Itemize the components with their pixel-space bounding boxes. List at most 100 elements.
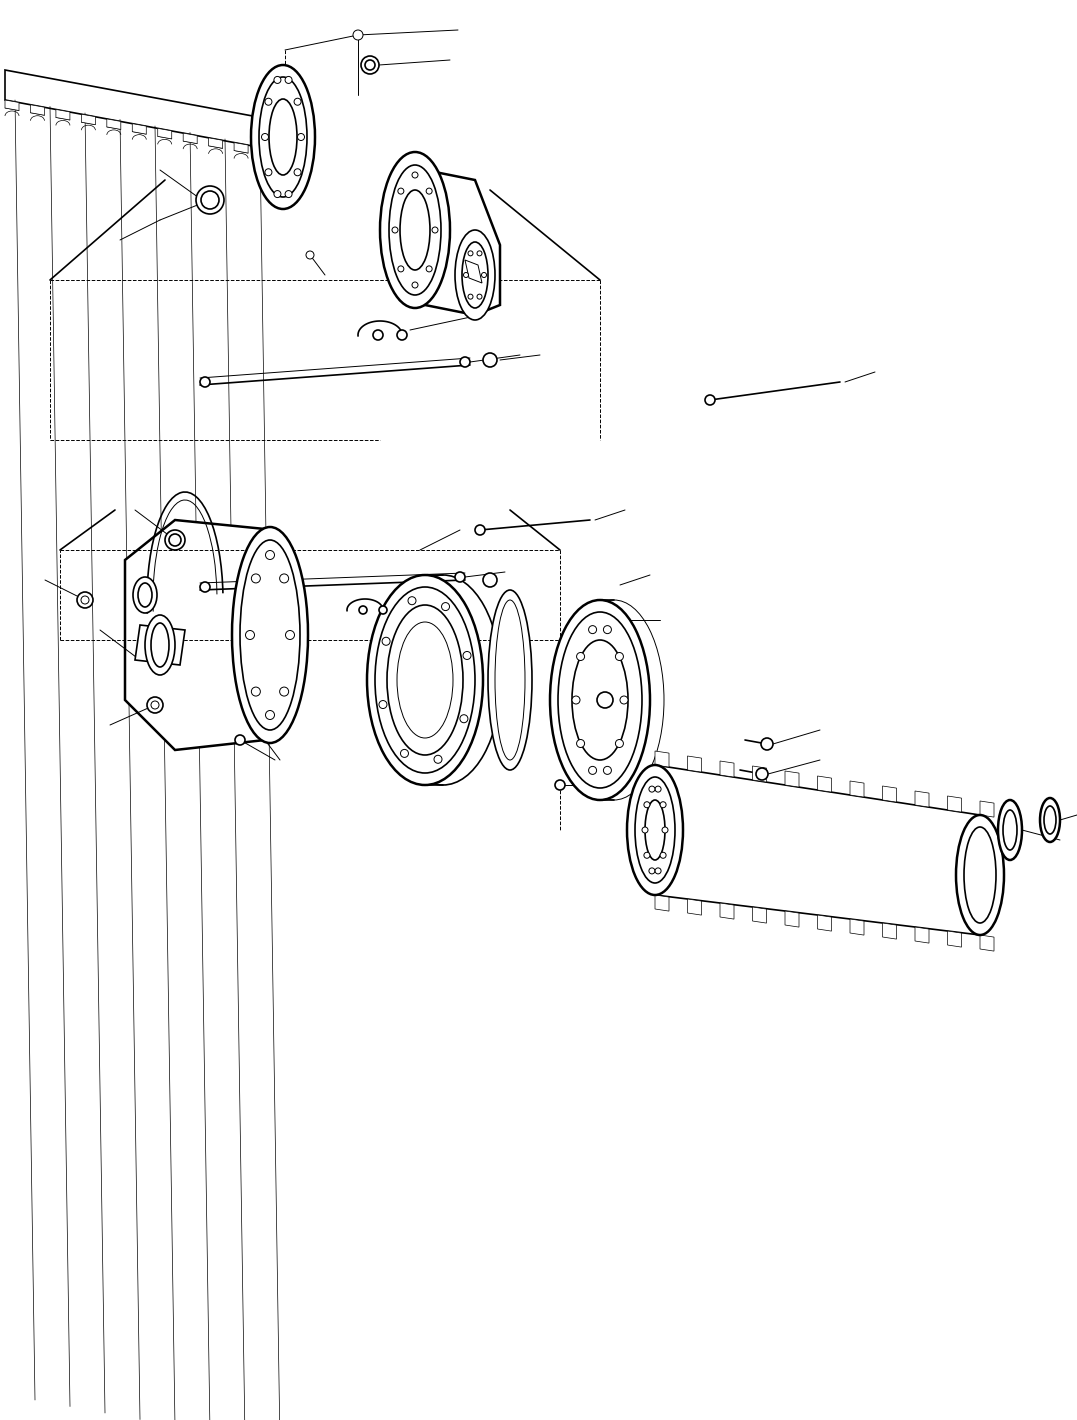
Circle shape bbox=[266, 551, 275, 559]
Circle shape bbox=[662, 826, 668, 834]
Circle shape bbox=[200, 376, 210, 388]
Circle shape bbox=[359, 606, 367, 613]
Circle shape bbox=[285, 77, 292, 84]
Circle shape bbox=[442, 602, 449, 611]
Circle shape bbox=[454, 572, 465, 582]
Polygon shape bbox=[753, 907, 767, 923]
Circle shape bbox=[481, 273, 487, 277]
Circle shape bbox=[353, 30, 363, 40]
Circle shape bbox=[434, 755, 442, 764]
Polygon shape bbox=[30, 105, 44, 115]
Ellipse shape bbox=[572, 640, 628, 760]
Polygon shape bbox=[234, 142, 248, 153]
Polygon shape bbox=[948, 932, 962, 947]
Circle shape bbox=[280, 574, 289, 584]
Circle shape bbox=[426, 187, 432, 195]
Circle shape bbox=[475, 525, 485, 535]
Polygon shape bbox=[948, 797, 962, 812]
Ellipse shape bbox=[462, 241, 488, 308]
Circle shape bbox=[146, 697, 163, 713]
Polygon shape bbox=[465, 260, 482, 283]
Circle shape bbox=[615, 740, 624, 747]
Ellipse shape bbox=[956, 815, 1004, 934]
Circle shape bbox=[379, 700, 387, 709]
Circle shape bbox=[642, 826, 648, 834]
Polygon shape bbox=[687, 755, 701, 772]
Circle shape bbox=[644, 852, 649, 858]
Ellipse shape bbox=[550, 601, 651, 799]
Ellipse shape bbox=[400, 190, 430, 270]
Ellipse shape bbox=[1003, 809, 1017, 851]
Circle shape bbox=[285, 190, 292, 197]
Circle shape bbox=[589, 767, 597, 774]
Polygon shape bbox=[687, 899, 701, 914]
Circle shape bbox=[597, 692, 613, 709]
Ellipse shape bbox=[998, 799, 1022, 861]
Ellipse shape bbox=[964, 826, 996, 923]
Circle shape bbox=[266, 710, 275, 720]
Circle shape bbox=[603, 767, 612, 774]
Ellipse shape bbox=[558, 612, 642, 788]
Circle shape bbox=[655, 787, 661, 792]
Polygon shape bbox=[850, 919, 864, 936]
Circle shape bbox=[397, 187, 404, 195]
Circle shape bbox=[412, 172, 418, 178]
Circle shape bbox=[235, 736, 244, 746]
Circle shape bbox=[576, 740, 585, 747]
Polygon shape bbox=[655, 751, 669, 767]
Polygon shape bbox=[157, 128, 171, 139]
Circle shape bbox=[756, 768, 768, 780]
Ellipse shape bbox=[151, 623, 169, 667]
Polygon shape bbox=[915, 791, 929, 807]
Circle shape bbox=[201, 192, 219, 209]
Polygon shape bbox=[125, 520, 295, 750]
Circle shape bbox=[151, 701, 159, 709]
Circle shape bbox=[294, 169, 302, 176]
Circle shape bbox=[460, 356, 470, 366]
Ellipse shape bbox=[635, 777, 675, 883]
Polygon shape bbox=[721, 761, 735, 777]
Ellipse shape bbox=[240, 540, 300, 730]
Polygon shape bbox=[260, 148, 274, 158]
Ellipse shape bbox=[145, 615, 174, 674]
Polygon shape bbox=[785, 912, 799, 927]
Ellipse shape bbox=[269, 99, 297, 175]
Circle shape bbox=[408, 596, 416, 605]
Ellipse shape bbox=[454, 230, 495, 320]
Circle shape bbox=[265, 98, 271, 105]
Circle shape bbox=[200, 582, 210, 592]
Circle shape bbox=[306, 251, 314, 258]
Polygon shape bbox=[817, 775, 831, 792]
Circle shape bbox=[649, 868, 655, 873]
Ellipse shape bbox=[132, 577, 157, 613]
Circle shape bbox=[262, 133, 268, 141]
Ellipse shape bbox=[138, 584, 152, 606]
Ellipse shape bbox=[645, 799, 665, 861]
Polygon shape bbox=[209, 138, 223, 148]
Circle shape bbox=[397, 266, 404, 271]
Polygon shape bbox=[882, 787, 896, 802]
Circle shape bbox=[274, 190, 281, 197]
Polygon shape bbox=[850, 781, 864, 797]
Circle shape bbox=[649, 787, 655, 792]
Circle shape bbox=[460, 714, 467, 723]
Circle shape bbox=[463, 273, 468, 277]
Polygon shape bbox=[82, 114, 96, 125]
Polygon shape bbox=[655, 765, 980, 934]
Ellipse shape bbox=[389, 165, 440, 295]
Polygon shape bbox=[56, 109, 70, 119]
Circle shape bbox=[482, 354, 496, 366]
Polygon shape bbox=[5, 99, 19, 111]
Circle shape bbox=[365, 60, 375, 70]
Polygon shape bbox=[400, 165, 500, 315]
Circle shape bbox=[463, 652, 471, 659]
Polygon shape bbox=[753, 765, 767, 782]
Circle shape bbox=[76, 592, 93, 608]
Circle shape bbox=[432, 227, 438, 233]
Circle shape bbox=[576, 653, 585, 660]
Circle shape bbox=[401, 750, 408, 757]
Circle shape bbox=[274, 77, 281, 84]
Ellipse shape bbox=[367, 575, 482, 785]
Polygon shape bbox=[107, 119, 121, 129]
Circle shape bbox=[81, 596, 89, 604]
